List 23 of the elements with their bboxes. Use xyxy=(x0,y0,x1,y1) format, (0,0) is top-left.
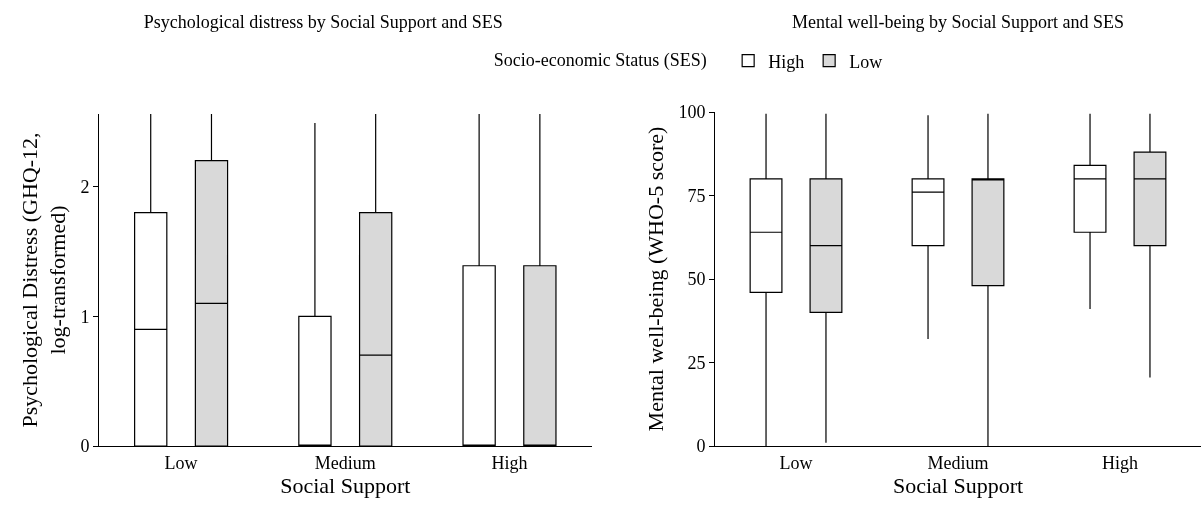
chart-title: Mental well-being by Social Support and SES xyxy=(792,12,1124,33)
legend-title: Socio-economic Status (SES) xyxy=(493,49,721,71)
y-tick-label: 1 xyxy=(80,306,90,327)
y-axis-title: Psychological Distress (GHQ-12, log-transformed) xyxy=(16,132,71,428)
x-axis-title: Social Support xyxy=(280,472,411,498)
x-tick-label: Low xyxy=(164,452,198,473)
x-tick-label: Low xyxy=(779,452,813,473)
y-tick-label: 50 xyxy=(687,269,706,290)
y-tick-label: 2 xyxy=(80,176,90,197)
legend-label: High xyxy=(768,51,805,72)
y-tick-label: 100 xyxy=(678,102,706,123)
chart-title: Psychological distress by Social Support and SES xyxy=(143,12,503,33)
y-tick-label: 75 xyxy=(687,185,706,206)
y-axis-title: Mental well-being (WHO-5 score) xyxy=(643,126,669,432)
x-tick-label: Medium xyxy=(314,452,376,473)
y-tick-label: 25 xyxy=(687,352,706,373)
x-axis-title: Social Support xyxy=(892,472,1024,498)
y-tick-label: 0 xyxy=(696,436,706,457)
x-tick-label: Medium xyxy=(927,452,989,473)
x-tick-label: High xyxy=(1102,452,1138,473)
y-tick-label: 0 xyxy=(80,436,90,457)
x-tick-label: High xyxy=(491,452,528,473)
legend-label: Low xyxy=(849,51,883,72)
